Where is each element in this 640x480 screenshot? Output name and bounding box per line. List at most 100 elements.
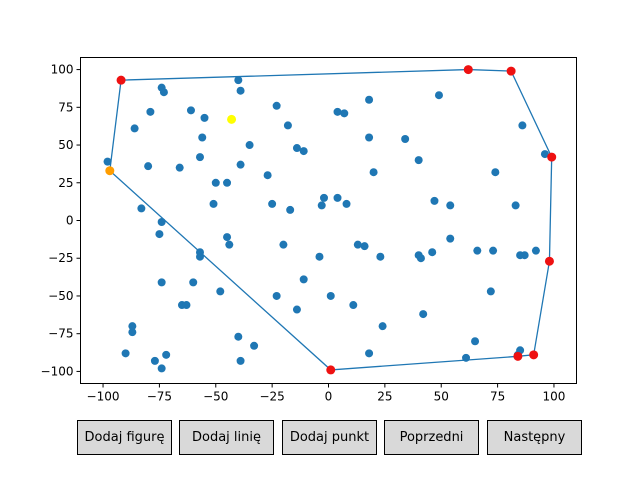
data-point [376,252,385,261]
x-tick-label: 100 [543,390,566,404]
data-point [446,201,455,210]
data-point [401,135,410,143]
y-tick-label: −50 [48,289,73,303]
data-point [446,234,455,243]
data-point [155,230,164,239]
y-tick-label: −25 [48,251,73,265]
data-point [157,278,166,287]
data-point [434,91,443,100]
data-point [360,242,369,251]
add-point-button[interactable]: Dodaj punkt [282,420,377,455]
convex-hull-line [109,68,553,371]
hull-vertex-point [513,351,523,361]
data-point [520,251,529,260]
data-point [236,160,245,169]
data-point [471,337,480,346]
data-point [292,305,301,314]
add-shape-button[interactable]: Dodaj figurę [77,420,172,455]
x-tick-label: 25 [377,390,392,404]
data-point [419,310,428,319]
data-point [250,341,259,350]
x-axis-ticks: −100 −75 −50 −25 0 25 50 75 100 [87,383,566,404]
x-tick-label: −25 [259,390,284,404]
y-tick-label: 75 [58,100,73,114]
data-point [491,168,500,177]
data-point [200,113,209,122]
data-point [216,287,225,296]
x-tick-label: 0 [325,390,333,404]
data-point [272,291,281,300]
data-point [211,178,220,187]
data-point [353,240,362,249]
data-point [146,107,155,116]
data-point [198,133,207,142]
data-point [333,193,342,202]
data-point [157,364,166,373]
data-point [319,193,328,202]
data-point [189,278,198,287]
data-point [195,153,204,162]
data-point [245,141,254,150]
data-point [531,246,540,255]
y-tick-label: 50 [58,138,73,152]
start-point [105,166,115,176]
y-tick-label: 25 [58,176,73,190]
x-tick-label: −75 [147,390,172,404]
data-point [209,199,218,208]
data-point [286,205,295,214]
x-tick-label: 75 [490,390,505,404]
data-point [186,106,195,115]
data-point [236,86,245,95]
axes-frame [80,57,577,384]
data-point [369,168,378,177]
data-point [121,349,130,358]
data-point [292,144,301,153]
hull-vertex-point [547,152,557,162]
y-tick-label: 0 [66,214,74,228]
x-tick-label: −100 [87,390,120,404]
next-button[interactable]: Następny [487,420,582,455]
data-point [283,121,292,130]
data-point [511,201,520,210]
data-point [349,301,358,310]
data-point [225,240,234,249]
data-point [365,133,374,142]
data-point [333,107,342,116]
hull-vertex-point [463,65,473,75]
data-point [128,328,137,337]
data-point [182,301,191,310]
data-point [272,101,281,110]
data-point [518,121,527,130]
data-point [263,171,272,180]
data-point [223,178,232,187]
data-point [130,124,139,133]
data-point [162,350,171,359]
data-point [175,163,184,172]
plot-marks [103,65,557,375]
data-point [150,356,159,365]
data-point [473,246,482,255]
y-tick-label: −75 [48,327,73,341]
data-point [299,147,308,156]
data-point [486,287,495,296]
data-point [342,199,351,208]
hull-vertex-point [506,66,516,76]
y-tick-label: −100 [41,364,74,378]
data-point [144,162,153,171]
highlighted-point [227,114,237,124]
data-point [416,254,425,263]
data-point [103,157,112,166]
data-point [365,349,374,358]
data-point [428,248,437,257]
previous-button[interactable]: Poprzedni [384,420,479,455]
hull-vertex-point [116,75,126,85]
data-point [268,199,277,208]
data-point [279,240,288,249]
add-line-button[interactable]: Dodaj linię [179,420,274,455]
data-point [299,275,308,284]
data-point [223,233,232,242]
data-point [326,291,335,300]
data-point [317,201,326,210]
x-tick-label: −50 [203,390,228,404]
